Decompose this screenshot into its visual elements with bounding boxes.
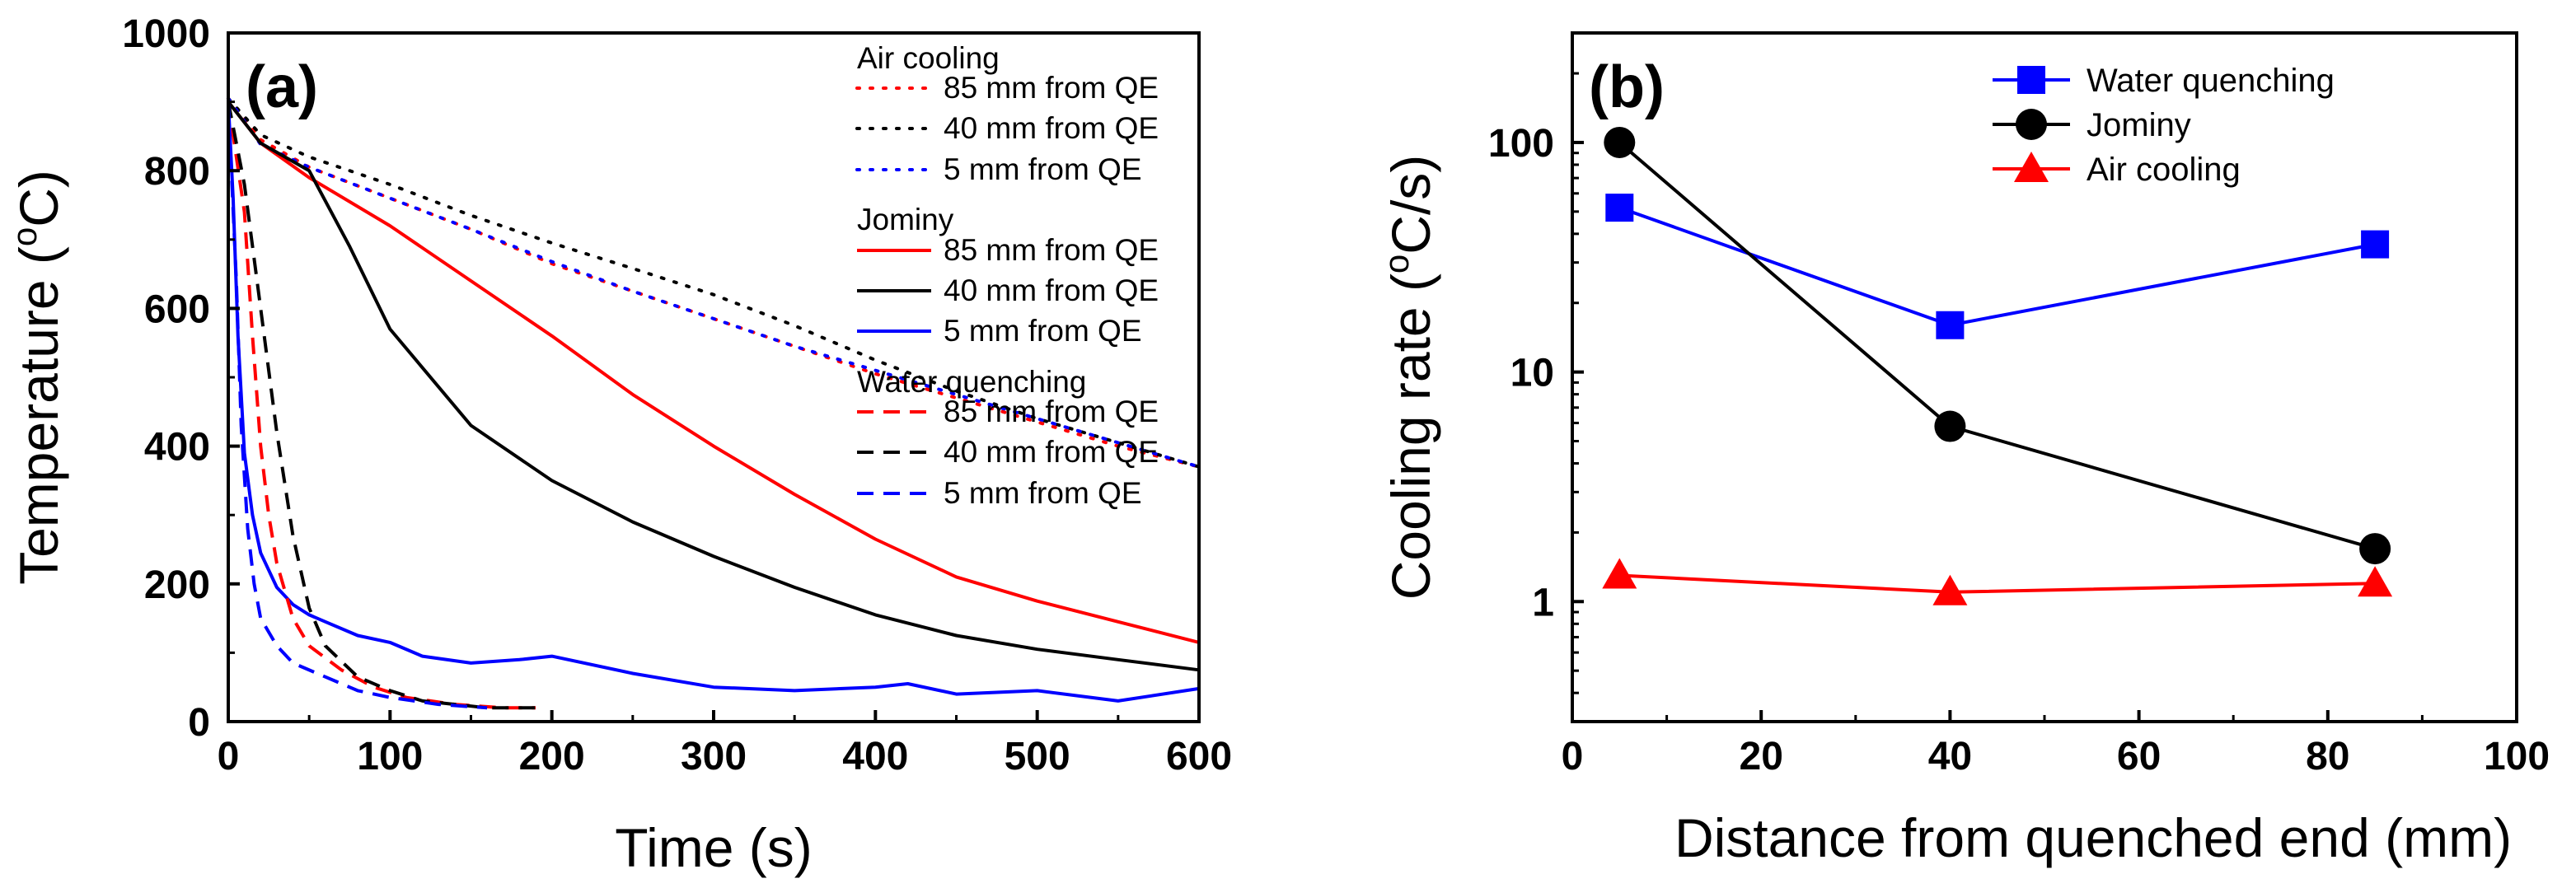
panel-b-label: (b) (1589, 54, 1665, 120)
panel-a-y-ticks: 0 200 400 600 800 1000 (122, 12, 240, 745)
legend-label-jominy-40-mm-from-qe: 40 mm from QE (944, 273, 1159, 307)
panel-a-y-tick-label: 800 (144, 150, 210, 194)
panel-b-x-axis-label: Distance from quenched end (mm) (1674, 807, 2512, 868)
panel-a-y-label-tail: C) (8, 170, 69, 227)
panel-a-chart: 0 100 200 300 400 500 600 0 200 400 600 800 1000 (a… (5, 12, 1232, 878)
panel-b-x-tick-label: 80 (2306, 735, 2349, 778)
panel-b-plot-frame (1571, 31, 2518, 723)
panel-b-legend: Water quenching Jominy Air cooling (1993, 63, 2335, 188)
panel-a-x-tick-label: 200 (519, 735, 585, 778)
panel-a-y-tick-label: 1000 (122, 12, 210, 56)
legend-label-jominy-85-mm-from-qe: 85 mm from QE (944, 233, 1159, 267)
legend-label-water-quenching-85-mm-from-qe: 85 mm from QE (944, 395, 1159, 428)
legend-group-air-cooling: Air cooling (857, 41, 1000, 75)
panel-b-y-ticks: 1 10 100 (1488, 31, 1584, 723)
panel-b-x-tick-label: 40 (1928, 735, 1972, 778)
line-air-cooling (1619, 573, 2376, 594)
legend-label-jominy: Jominy (2087, 107, 2191, 143)
panel-b-y-axis-label: Cooling rate (oC/s) (1377, 155, 1441, 601)
legend-label-water-quenching-40-mm-from-qe: 40 mm from QE (944, 435, 1159, 469)
panel-b-x-ticks: 0 20 40 60 80 100 (1562, 710, 2550, 778)
line-water-quenching-40-mm-from-qe (227, 101, 536, 710)
point-water-quenching (1605, 194, 1634, 222)
legend-label-air-cooling-40-mm-from-qe: 40 mm from QE (944, 111, 1159, 145)
panel-b-y-tick-label: 10 (1510, 352, 1554, 395)
panel-a-x-axis-label: Time (s) (615, 817, 813, 878)
panel-a-y-label-main: Temperature ( (8, 246, 69, 585)
line-water-quenching (1618, 206, 2376, 327)
legend-group-jominy: Jominy (857, 203, 954, 236)
panel-a-x-tick-label: 100 (357, 735, 423, 778)
panel-a-series-layer (227, 96, 1201, 710)
line-jominy-85-mm-from-qe (227, 100, 1200, 644)
panel-b-x-tick-label: 100 (2484, 735, 2550, 778)
panel-a-y-tick-label: 200 (144, 563, 210, 607)
legend-label-air-cooling-5-mm-from-qe: 5 mm from QE (944, 152, 1142, 186)
panel-b-x-tick-label: 20 (1740, 735, 1783, 778)
legend-marker-water-quenching (2017, 66, 2045, 94)
point-jominy (2359, 533, 2391, 565)
legend-marker-jominy (2016, 109, 2047, 140)
panel-a-label: (a) (246, 54, 318, 120)
panel-b-y-tick-label: 100 (1488, 122, 1554, 166)
line-water-quenching-5-mm-from-qe (227, 101, 488, 710)
legend-group-water-quenching: Water quenching (857, 365, 1086, 399)
point-air-cooling (2358, 566, 2393, 597)
panel-b-chart: 0 20 40 60 80 100 1 10 100 (b) Distance from qu… (1377, 31, 2550, 868)
point-air-cooling (1602, 558, 1637, 589)
panel-b-y-label-main: Cooling rate ( (1380, 273, 1441, 600)
panel-a-x-tick-label: 300 (681, 735, 747, 778)
line-jominy (1618, 141, 2376, 551)
panel-a-x-tick-label: 400 (842, 735, 908, 778)
point-jominy (1934, 410, 1966, 442)
point-jominy (1604, 126, 1636, 158)
panel-a-x-tick-label: 0 (218, 735, 240, 778)
panel-a-y-tick-label: 600 (144, 287, 210, 331)
panel-b-x-tick-label: 60 (2117, 735, 2161, 778)
panel-a-x-ticks: 0 100 200 300 400 500 600 (218, 710, 1232, 778)
legend-label-water-quenching-5-mm-from-qe: 5 mm from QE (944, 476, 1142, 510)
panel-a-y-tick-label: 400 (144, 426, 210, 470)
point-water-quenching (2361, 230, 2390, 259)
panel-a-y-axis-label: Temperature (oC) (5, 170, 69, 585)
panel-b-y-tick-label: 1 (1532, 581, 1554, 624)
line-air-cooling-85-mm-from-qe (227, 96, 1201, 469)
panel-b-y-label-superscript: o (1377, 255, 1416, 273)
panel-a-y-label-superscript: o (5, 227, 44, 246)
line-jominy-5-mm-from-qe (227, 101, 1200, 703)
legend-label-air-cooling-85-mm-from-qe: 85 mm from QE (944, 71, 1159, 105)
line-air-cooling-40-mm-from-qe (227, 96, 1201, 469)
panel-a-legend: Air cooling Jominy Water quenching 85 mm… (855, 41, 1159, 510)
panel-b-series-layer (1602, 126, 2393, 605)
point-air-cooling (1932, 574, 1968, 605)
point-water-quenching (1936, 311, 1965, 339)
panel-b-x-tick-label: 0 (1562, 735, 1584, 778)
panel-a-y-tick-label: 0 (188, 701, 210, 745)
legend-label-jominy-5-mm-from-qe: 5 mm from QE (944, 314, 1142, 348)
line-water-quenching-85-mm-from-qe (227, 101, 536, 710)
panel-a-x-tick-label: 500 (1005, 735, 1070, 778)
panel-a-x-tick-label: 600 (1166, 735, 1232, 778)
legend-label-water-quenching: Water quenching (2087, 63, 2335, 99)
line-jominy-40-mm-from-qe (227, 100, 1200, 672)
panel-b-y-label-tail: C/s) (1380, 155, 1441, 255)
legend-label-air-cooling: Air cooling (2087, 152, 2241, 188)
legend-marker-air-cooling (2014, 152, 2049, 182)
